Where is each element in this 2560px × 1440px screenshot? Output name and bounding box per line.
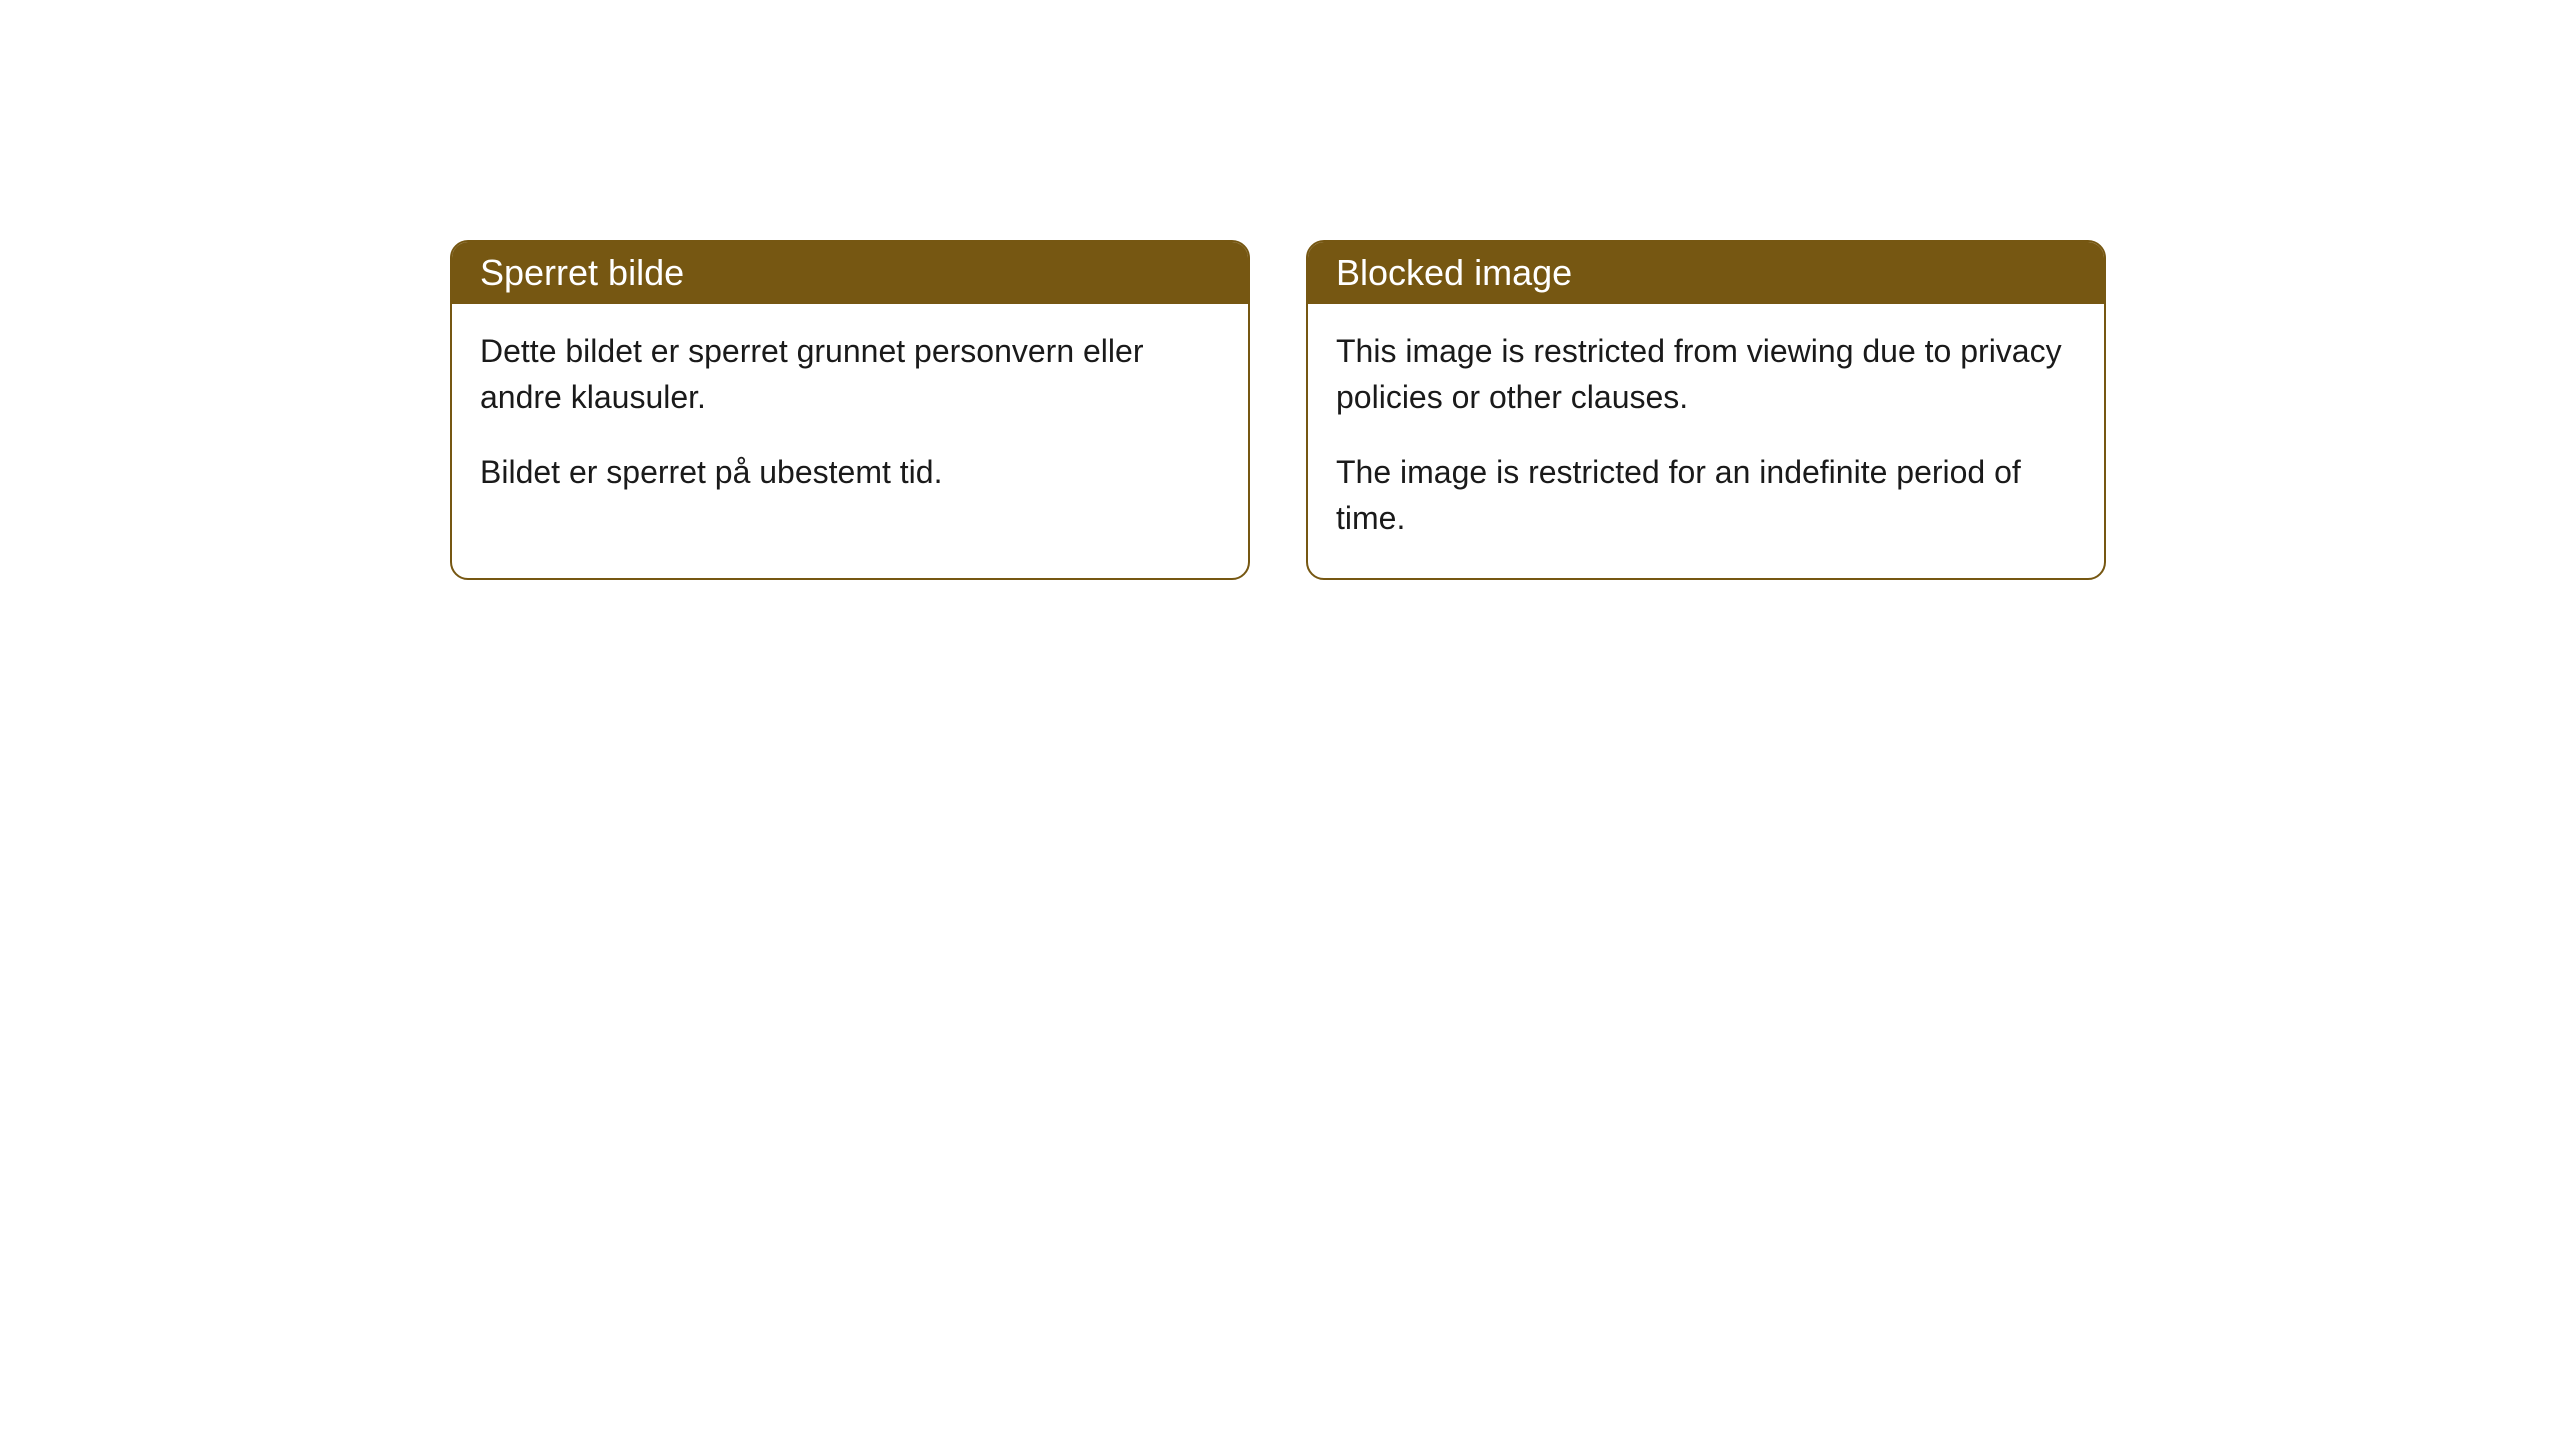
card-title: Blocked image: [1336, 252, 1572, 293]
notice-card-english: Blocked image This image is restricted f…: [1306, 240, 2106, 580]
notice-card-norwegian: Sperret bilde Dette bildet er sperret gr…: [450, 240, 1250, 580]
card-paragraph: Dette bildet er sperret grunnet personve…: [480, 328, 1220, 421]
notice-cards-container: Sperret bilde Dette bildet er sperret gr…: [450, 240, 2106, 580]
card-paragraph: This image is restricted from viewing du…: [1336, 328, 2076, 421]
card-body-english: This image is restricted from viewing du…: [1308, 304, 2104, 578]
card-header-norwegian: Sperret bilde: [452, 242, 1248, 304]
card-title: Sperret bilde: [480, 252, 684, 293]
card-paragraph: The image is restricted for an indefinit…: [1336, 449, 2076, 542]
card-body-norwegian: Dette bildet er sperret grunnet personve…: [452, 304, 1248, 531]
card-paragraph: Bildet er sperret på ubestemt tid.: [480, 449, 1220, 495]
card-header-english: Blocked image: [1308, 242, 2104, 304]
